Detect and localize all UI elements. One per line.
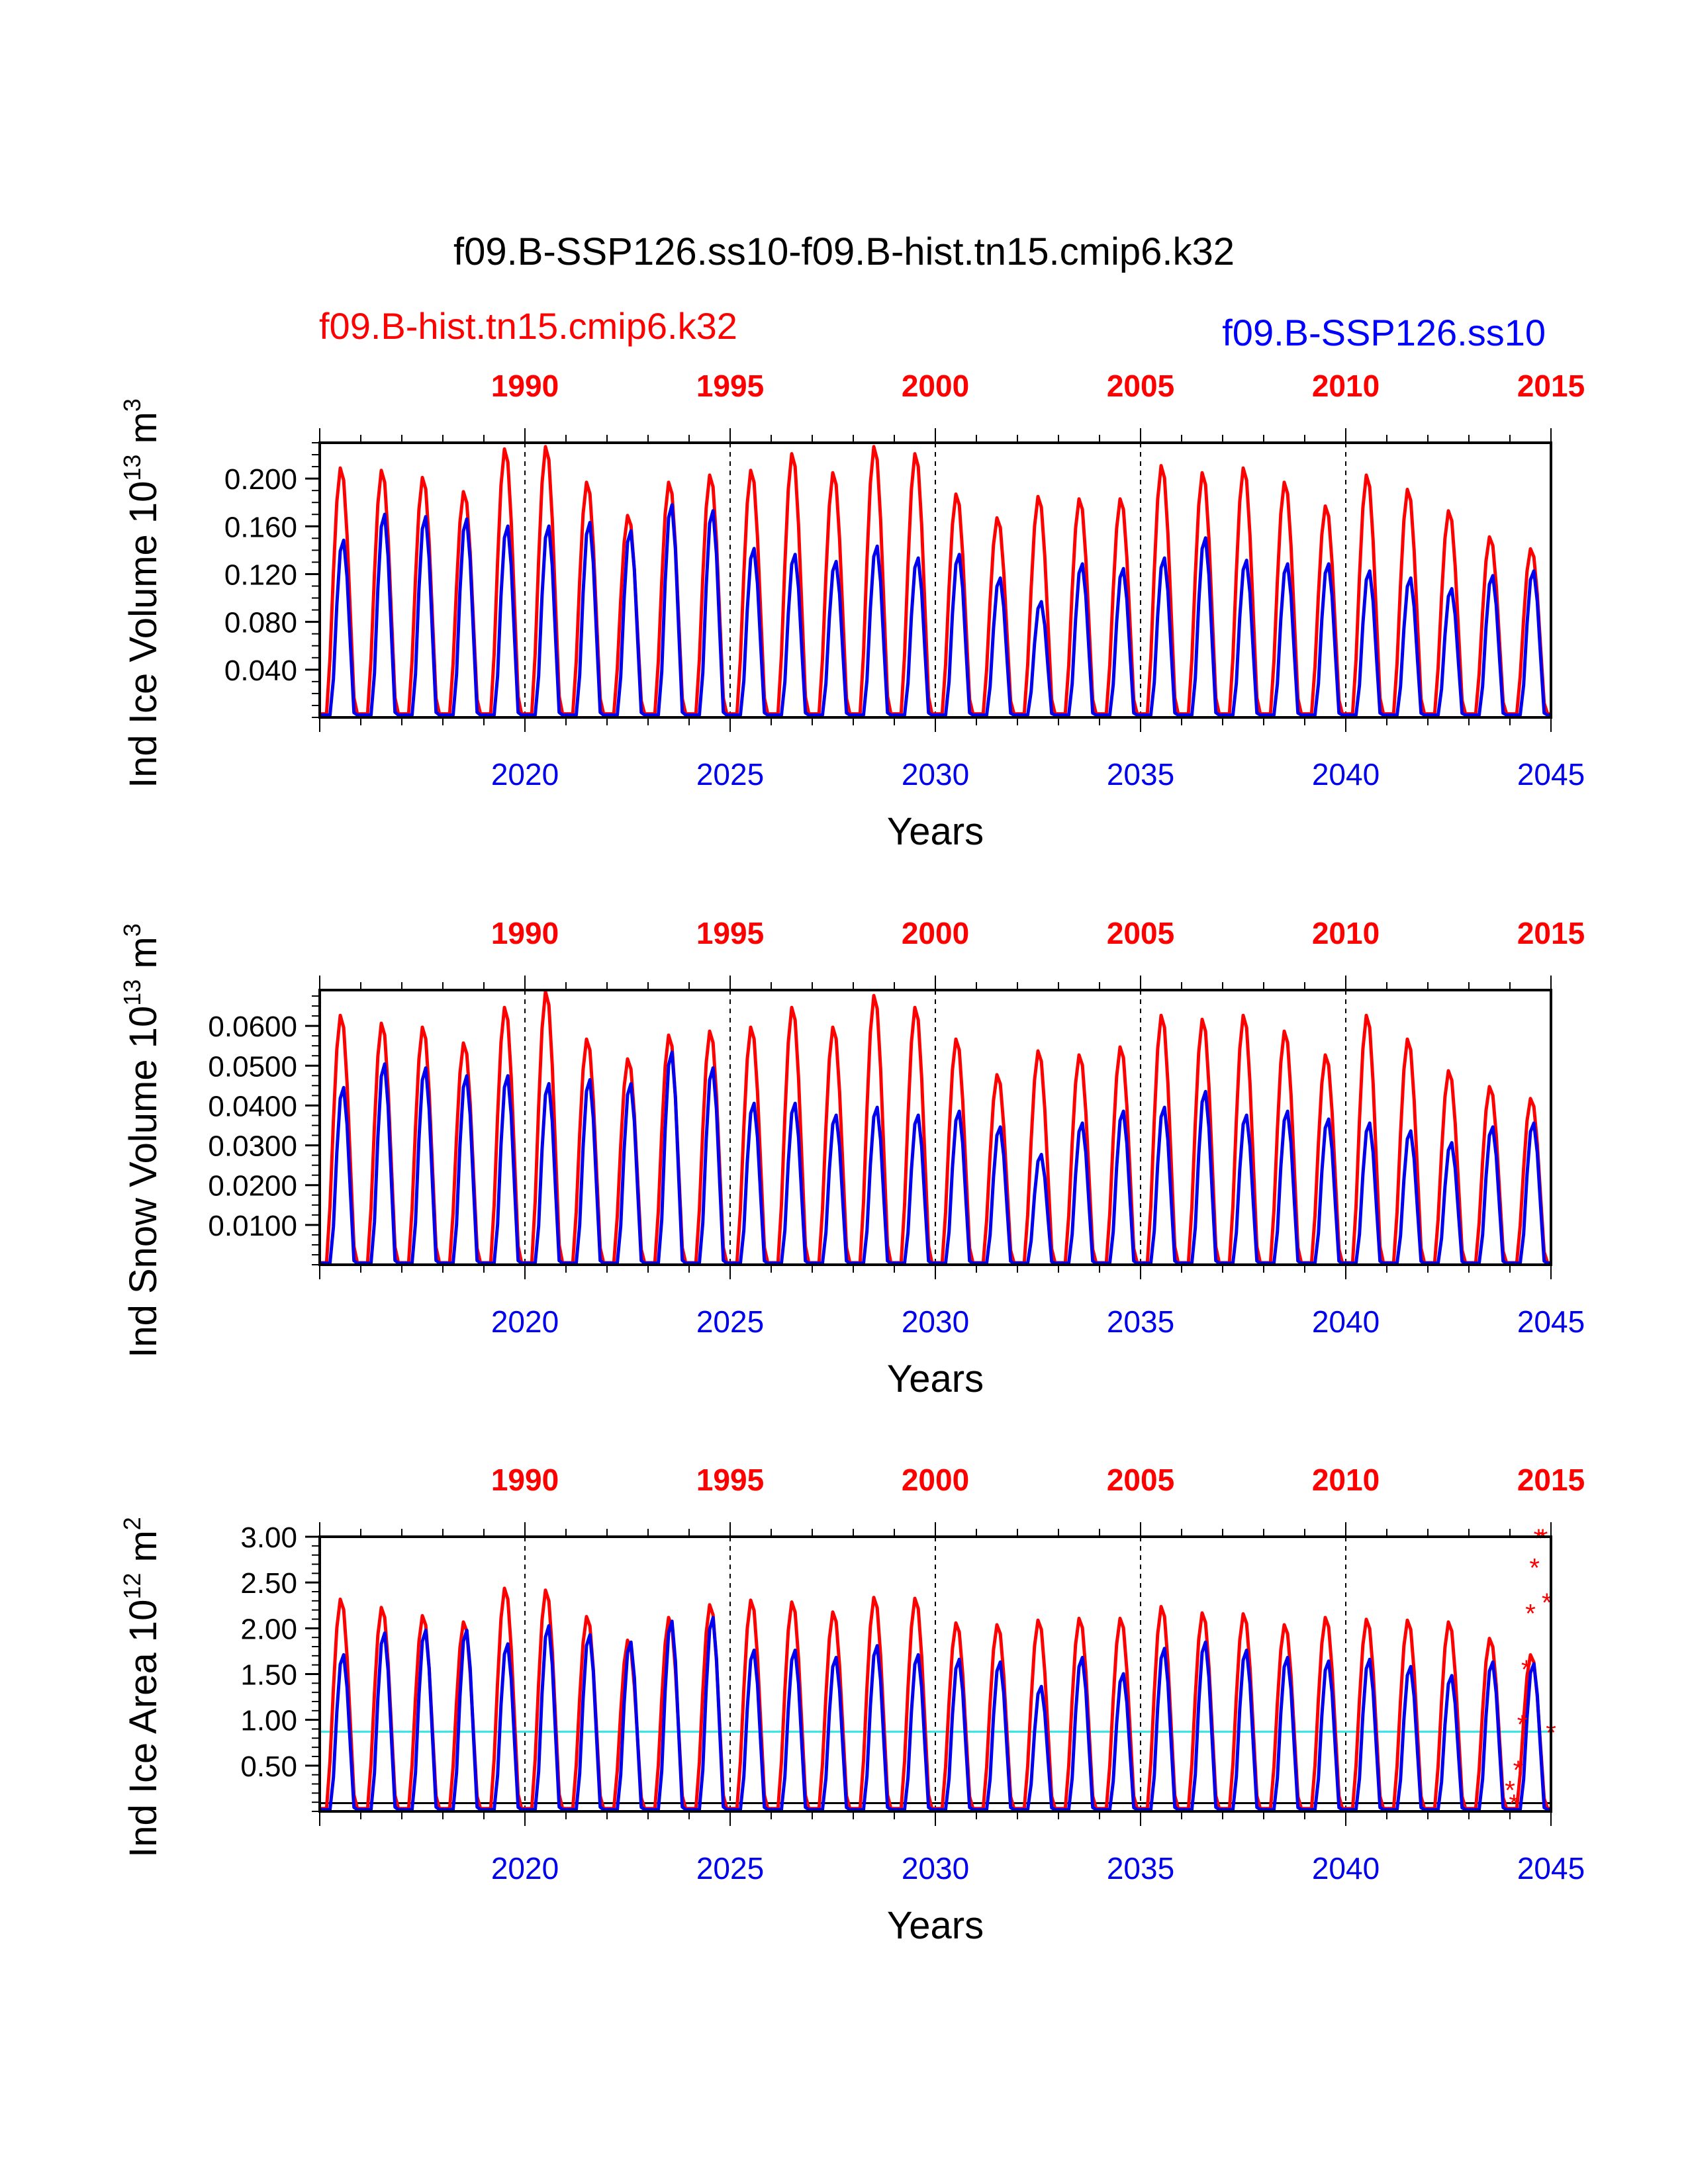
y-tick-label: 0.160 — [224, 511, 297, 543]
x-tick-label-bottom: 2020 — [491, 757, 559, 792]
x-tick-label-bottom: 2025 — [696, 1304, 764, 1339]
star-marker: * — [1517, 1710, 1528, 1739]
star-marker: * — [1538, 1524, 1548, 1553]
y-tick-label: 0.200 — [224, 463, 297, 496]
x-tick-label-bottom: 2030 — [902, 757, 969, 792]
x-tick-label-bottom: 2030 — [902, 1304, 969, 1339]
x-tick-label-top: 2010 — [1312, 1463, 1380, 1497]
star-marker: * — [1505, 1776, 1515, 1805]
series-ssp-line — [320, 1615, 1551, 1811]
x-tick-label-bottom: 2040 — [1312, 757, 1380, 792]
y-axis-label: Ind Ice Volume 1013 m3 — [118, 398, 165, 788]
x-tick-label-bottom: 2025 — [696, 1851, 764, 1886]
x-tick-label-bottom: 2040 — [1312, 1304, 1380, 1339]
y-tick-label: 1.50 — [240, 1659, 297, 1692]
star-marker: * — [1529, 1553, 1540, 1582]
y-tick-label: 0.50 — [240, 1751, 297, 1783]
x-tick-label-bottom: 2035 — [1107, 1304, 1174, 1339]
y-axis-label: Ind Ice Area 1012 m2 — [118, 1517, 165, 1858]
panel-1: 0.040 0.080 0.120 0.160 0.200 2020 2025 2030 203… — [118, 369, 1585, 853]
x-tick-label-top: 1995 — [696, 916, 764, 950]
x-tick-label-top: 2005 — [1107, 1463, 1174, 1497]
y-tick-label: 2.00 — [240, 1613, 297, 1645]
x-tick-label-top: 2000 — [902, 916, 969, 950]
x-tick-label-bottom: 2020 — [491, 1304, 559, 1339]
x-tick-label-top: 2000 — [902, 369, 969, 403]
x-tick-label-bottom: 2045 — [1517, 1851, 1585, 1886]
x-axis-label: Years — [887, 810, 984, 853]
x-tick-label-top: 2010 — [1312, 369, 1380, 403]
star-marker: * — [1513, 1756, 1524, 1785]
legend-ssp-label: f09.B-SSP126.ss10 — [1222, 312, 1546, 353]
y-tick-label: 2.50 — [240, 1567, 297, 1600]
star-marker: * — [1534, 1524, 1544, 1553]
x-tick-label-top: 2000 — [902, 1463, 969, 1497]
x-tick-label-bottom: 2045 — [1517, 1304, 1585, 1339]
x-tick-label-bottom: 2040 — [1312, 1851, 1380, 1886]
chart-title: f09.B-SSP126.ss10-f09.B-hist.tn15.cmip6.… — [453, 230, 1235, 273]
x-tick-label-top: 2010 — [1312, 916, 1380, 950]
y-tick-label: 0.0100 — [208, 1210, 297, 1242]
x-tick-label-top: 1990 — [491, 369, 559, 403]
y-tick-label: 0.0300 — [208, 1130, 297, 1163]
y-tick-label: 0.0400 — [208, 1090, 297, 1122]
panel-2: 0.0100 0.0200 0.0300 0.0400 0.0500 0.0600 2020… — [118, 916, 1585, 1400]
star-marker: * — [1525, 1599, 1536, 1628]
star-marker: * — [1521, 1655, 1532, 1684]
y-tick-label: 3.00 — [240, 1522, 297, 1554]
x-tick-label-bottom: 2035 — [1107, 757, 1174, 792]
y-tick-label: 0.0200 — [208, 1170, 297, 1203]
x-tick-label-bottom: 2045 — [1517, 757, 1585, 792]
x-axis-label: Years — [887, 1357, 984, 1400]
legend-historical-label: f09.B-hist.tn15.cmip6.k32 — [319, 305, 737, 347]
x-tick-label-bottom: 2035 — [1107, 1851, 1174, 1886]
y-tick-label: 1.00 — [240, 1705, 297, 1737]
x-tick-label-top: 1990 — [491, 916, 559, 950]
x-tick-label-top: 2015 — [1517, 916, 1585, 950]
x-tick-label-top: 1995 — [696, 1463, 764, 1497]
y-tick-label: 0.080 — [224, 607, 297, 639]
y-tick-label: 0.040 — [224, 655, 297, 687]
x-tick-label-top: 1990 — [491, 1463, 559, 1497]
x-tick-label-top: 2015 — [1517, 1463, 1585, 1497]
series-ssp-line — [320, 1050, 1551, 1265]
y-tick-label: 0.0500 — [208, 1050, 297, 1083]
x-tick-label-bottom: 2020 — [491, 1851, 559, 1886]
x-tick-label-top: 2005 — [1107, 916, 1174, 950]
star-marker: * — [1542, 1588, 1552, 1617]
y-tick-label: 0.120 — [224, 559, 297, 591]
x-axis-label: Years — [887, 1904, 984, 1947]
y-tick-label: 0.0600 — [208, 1011, 297, 1043]
y-axis-label: Ind Snow Volume 1013 m3 — [118, 923, 165, 1358]
series-ssp-line — [320, 503, 1551, 717]
x-tick-label-top: 2005 — [1107, 369, 1174, 403]
x-tick-label-bottom: 2030 — [902, 1851, 969, 1886]
x-tick-label-top: 1995 — [696, 369, 764, 403]
x-tick-label-top: 2015 — [1517, 369, 1585, 403]
x-tick-label-bottom: 2025 — [696, 757, 764, 792]
